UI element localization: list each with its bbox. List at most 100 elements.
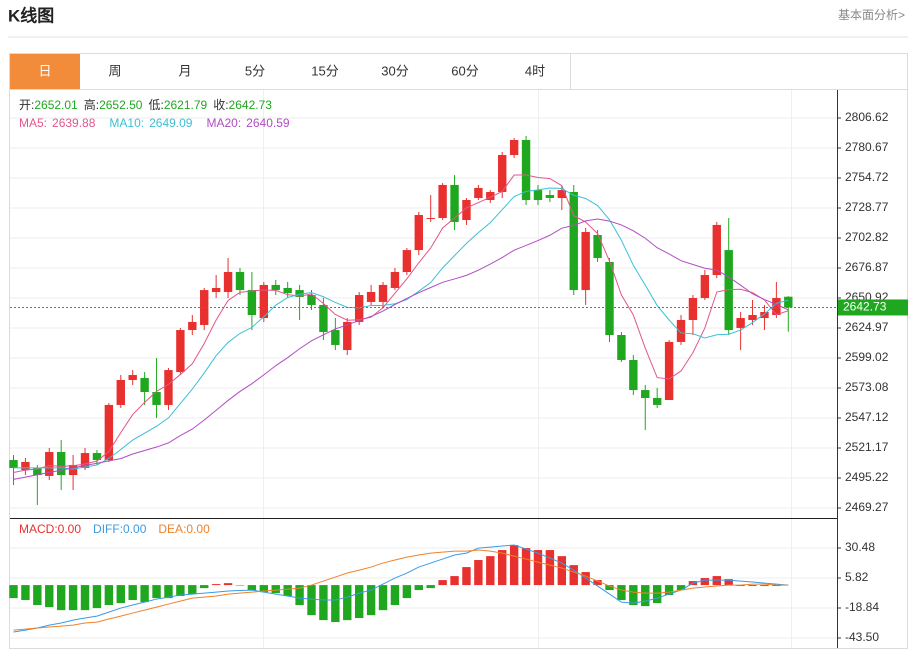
macd-bar: [438, 580, 447, 586]
macd-line: [13, 549, 789, 631]
tab-background: [430, 54, 500, 89]
candle-body: [593, 235, 602, 259]
candle-body: [247, 290, 257, 316]
tab[interactable]: 5分: [220, 54, 291, 89]
tab-label[interactable]: 5分: [245, 63, 265, 78]
candle-body: [414, 215, 423, 251]
ohlc-label: 低:: [148, 98, 163, 112]
candle-body: [498, 155, 507, 193]
tab-label[interactable]: 30分: [381, 63, 408, 78]
candle-body: [128, 375, 137, 380]
tab-background: [150, 54, 220, 89]
y-tick-label: 30.48: [845, 540, 875, 554]
tab-background: [360, 54, 430, 89]
candle-body: [474, 187, 483, 199]
macd-bar: [247, 585, 257, 591]
ohlc-value: 2652.50: [99, 98, 143, 112]
candle-body: [259, 284, 269, 319]
candle-body: [68, 464, 78, 476]
tab[interactable]: 月: [150, 54, 221, 89]
candle-body: [533, 190, 543, 200]
fundamental-link[interactable]: 基本面分析>: [838, 8, 905, 22]
ohlc-value: 2642.73: [229, 98, 273, 112]
legend-value: 0.00: [58, 522, 82, 536]
y-tick-label: 2599.02: [845, 350, 889, 364]
candle-body: [164, 370, 173, 405]
macd-bar: [259, 585, 269, 593]
tab[interactable]: 4时: [500, 54, 571, 89]
candle-body: [271, 284, 280, 291]
tab-label[interactable]: 周: [108, 63, 121, 78]
y-tick-label: 2780.67: [845, 140, 889, 154]
macd-bar: [116, 585, 125, 604]
candle-body: [509, 139, 519, 156]
candle-body: [688, 298, 698, 320]
y-tick-label: 2495.22: [845, 470, 889, 484]
tab-background: [220, 54, 290, 89]
ma-line: [13, 218, 789, 480]
page-title: K线图: [8, 5, 54, 25]
macd-bar: [486, 556, 495, 586]
macd-bar: [152, 585, 161, 599]
legend-name: MA20:: [206, 116, 241, 130]
tab-label[interactable]: 日: [38, 63, 51, 78]
macd-bar: [700, 578, 710, 586]
tab[interactable]: 日: [10, 54, 81, 89]
legend-name: MA10:: [109, 116, 144, 130]
tab[interactable]: 15分: [290, 54, 361, 89]
macd-bar: [188, 585, 197, 595]
y-tick-label: 2624.97: [845, 320, 889, 334]
macd-bar: [45, 585, 54, 608]
tab[interactable]: 60分: [430, 54, 501, 89]
macd-bar: [307, 585, 316, 616]
macd-bar: [498, 550, 507, 586]
candle-body: [390, 272, 400, 288]
macd-bar: [748, 585, 757, 587]
candle-body: [438, 184, 447, 219]
candle-body: [354, 295, 364, 322]
tab-label[interactable]: 60分: [451, 63, 478, 78]
macd-bar: [676, 585, 686, 591]
candle-body: [748, 315, 757, 320]
tab-label[interactable]: 4时: [525, 63, 545, 78]
candle-body: [760, 312, 769, 319]
macd-bar: [92, 585, 102, 609]
macd-bar: [140, 585, 149, 603]
candle-body: [605, 261, 614, 336]
macd-bar: [21, 585, 30, 601]
macd-bar: [462, 567, 471, 586]
candle-body: [45, 452, 54, 476]
macd-legend: MACD:0.00 DIFF:0.00 DEA:0.00: [19, 522, 210, 536]
ma-line: [13, 187, 789, 470]
macd-bar: [593, 580, 602, 586]
tab[interactable]: 周: [80, 54, 151, 89]
candle-body: [331, 330, 340, 345]
macd-bar: [354, 585, 364, 619]
macd-bar: [128, 585, 137, 601]
tab-label[interactable]: 15分: [311, 63, 338, 78]
macd-bar: [390, 585, 400, 606]
candle-body: [80, 453, 90, 468]
macd-bar: [760, 585, 769, 587]
y-tick-label: 2469.27: [845, 500, 889, 514]
tab-label[interactable]: 月: [178, 63, 191, 78]
macd-bar: [366, 585, 376, 616]
candle-body: [9, 459, 18, 468]
macd-bar: [9, 585, 18, 599]
candle-body: [211, 287, 221, 293]
macd-bar: [295, 585, 304, 606]
macd-bar: [68, 585, 78, 611]
candle-body: [784, 296, 793, 308]
macd-bar: [724, 579, 733, 586]
tab[interactable]: 30分: [360, 54, 431, 89]
y-tick-label: 2676.87: [845, 260, 889, 274]
ohlc-value: 2621.79: [164, 98, 208, 112]
candle-body: [307, 295, 316, 305]
macd-bar: [211, 584, 221, 586]
ma-legend: MA5: 2639.88 MA10: 2649.09 MA20: 2640.59: [19, 116, 290, 130]
candle-body: [557, 190, 567, 199]
macd-bar: [283, 585, 292, 597]
candle-body: [676, 319, 686, 342]
